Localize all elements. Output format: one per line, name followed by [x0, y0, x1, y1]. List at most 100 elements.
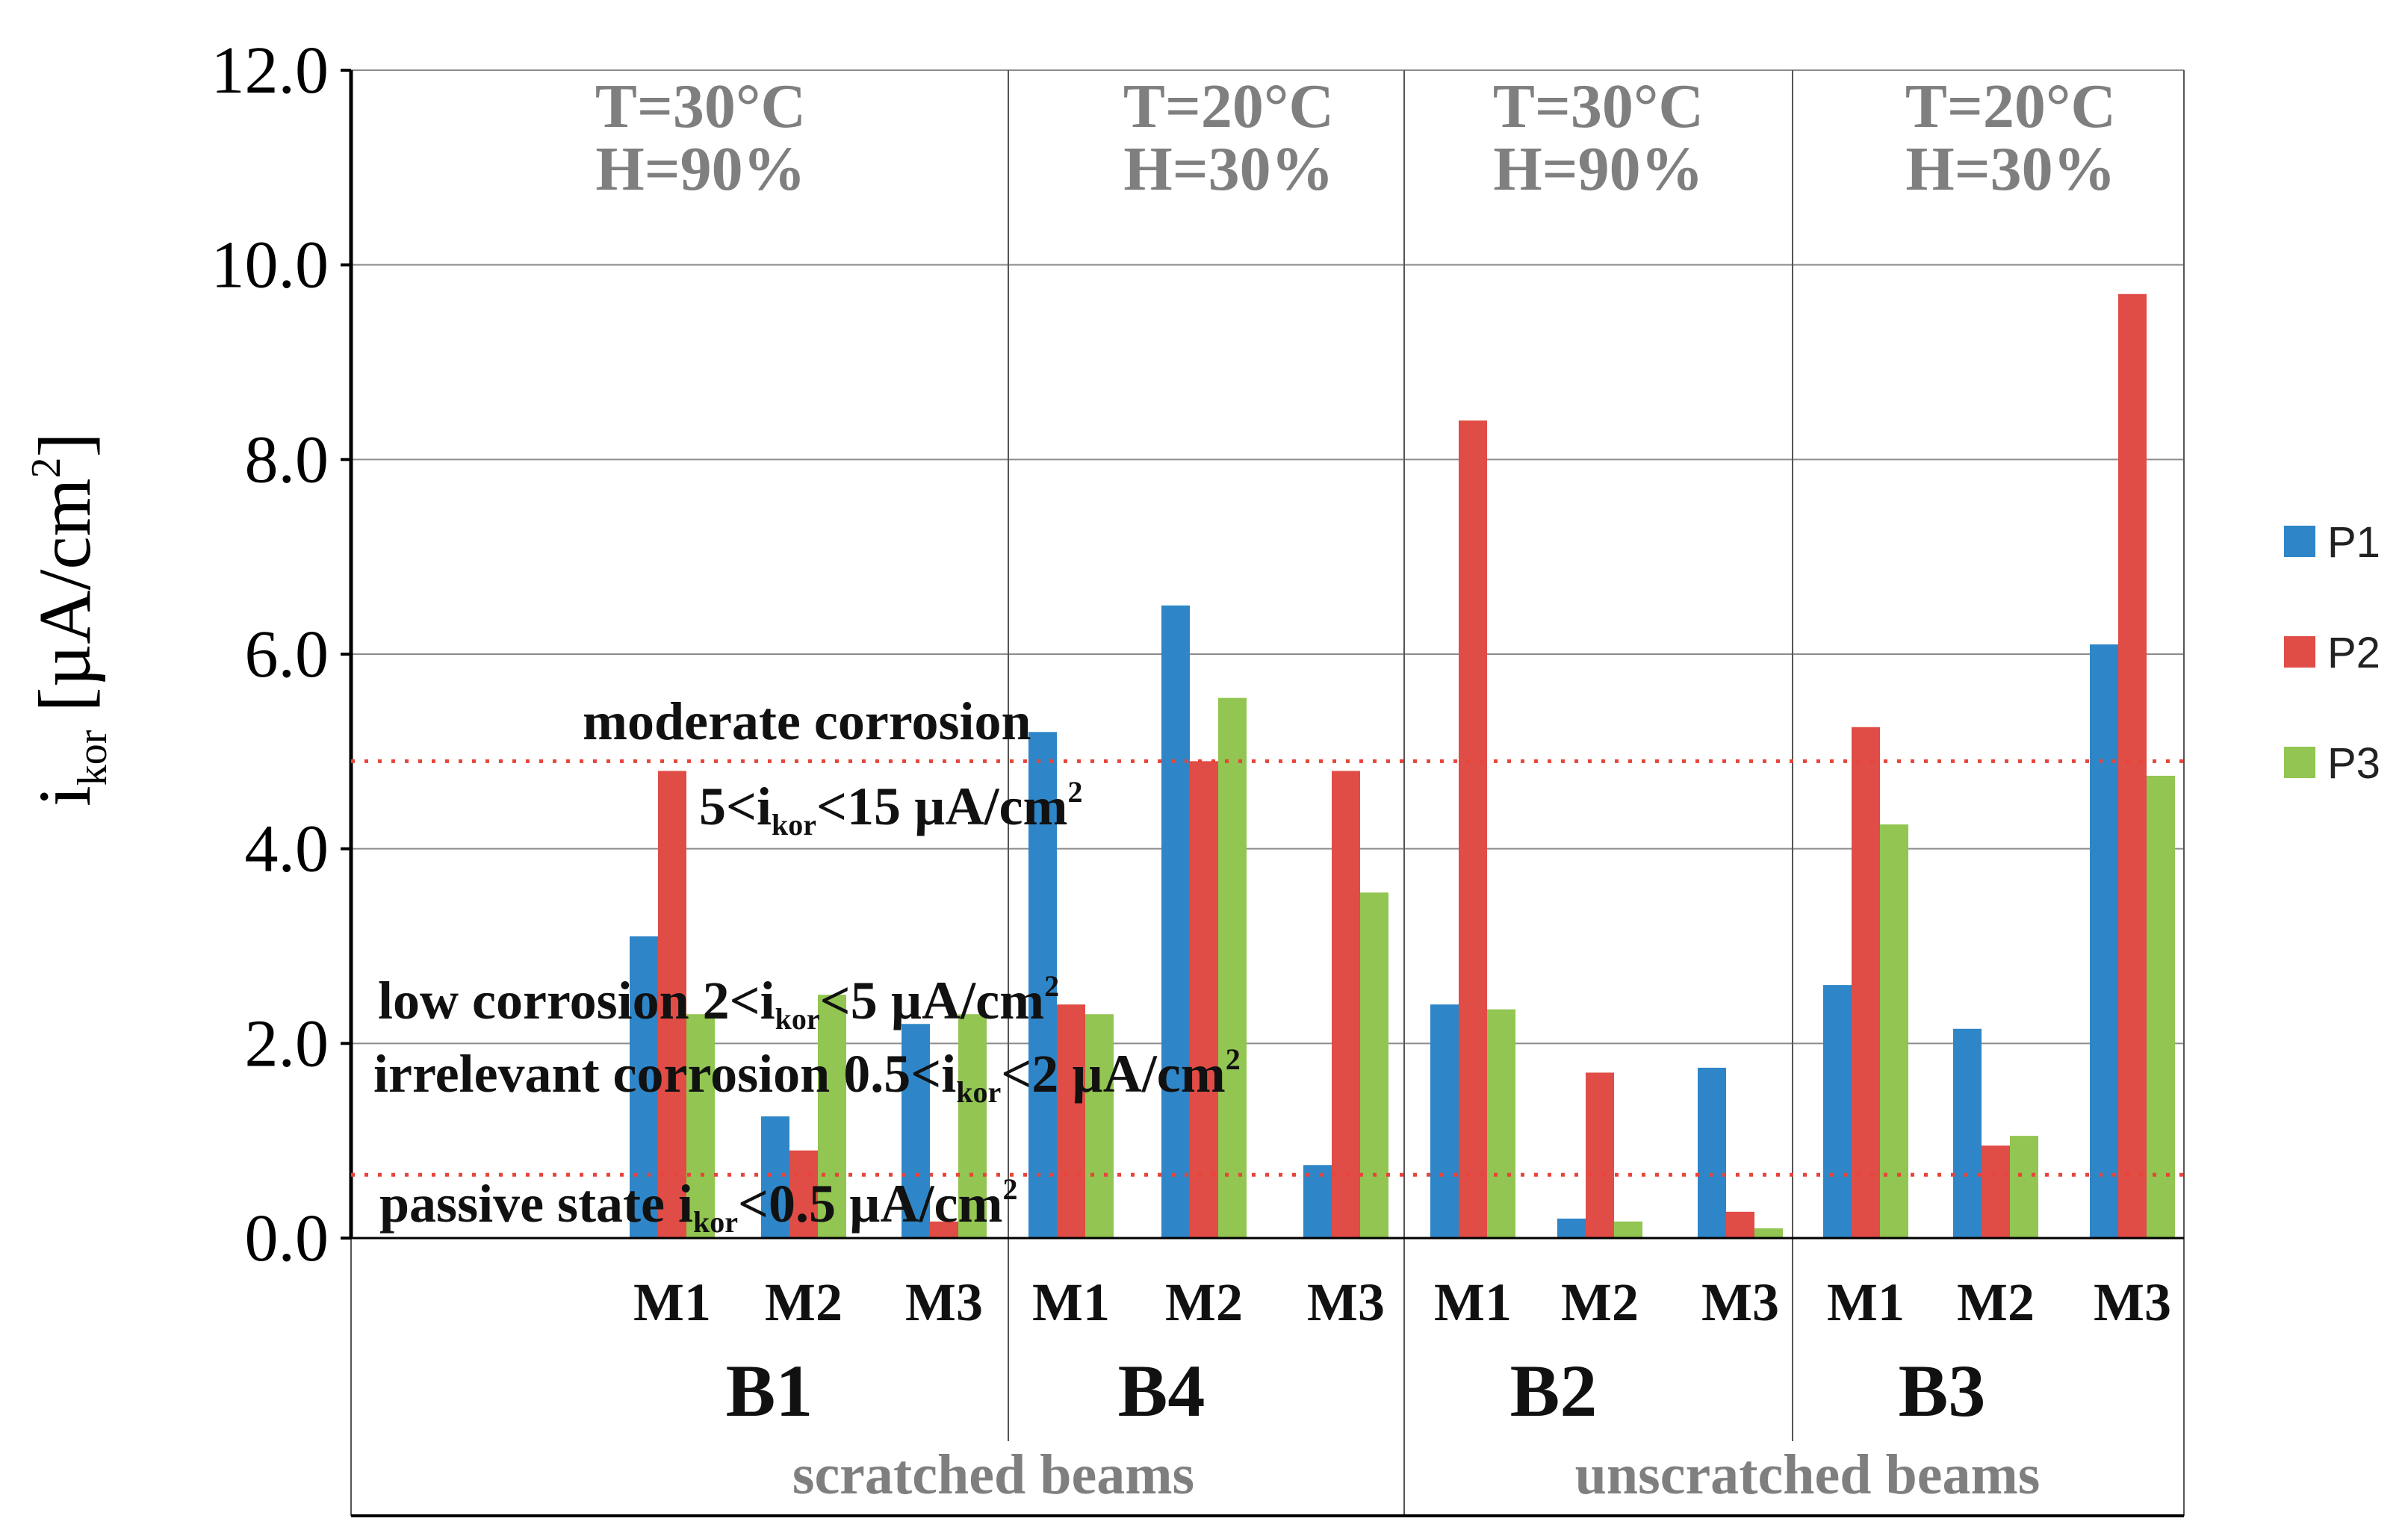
bar-b1-m1-p3 [686, 1014, 715, 1238]
beam-label: B2 [1510, 1349, 1598, 1432]
annotation-low-post: <5 µA/cm [820, 971, 1044, 1030]
bar-b2-m2-p3 [1614, 1221, 1642, 1238]
bar-b4-m3-p1 [1303, 1165, 1332, 1238]
y-axis-title-sub: kor [69, 730, 116, 786]
y-axis-title-unit: [µA/cm [23, 478, 106, 712]
beam-label: B3 [1899, 1349, 1986, 1432]
annotation-irrelevant-sup: 2 [1226, 1042, 1241, 1076]
annotation-low-sub: kor [775, 1002, 820, 1036]
condition-temperature: T=20°C [1905, 72, 2116, 141]
y-tick-label: 8.0 [245, 423, 329, 497]
bar-b3-m1-p2 [1852, 727, 1880, 1238]
annotation-moderate: moderate corrosion [583, 691, 1031, 751]
annotation-moderate-range-sup: 2 [1067, 775, 1082, 809]
legend-swatch-p3 [2284, 747, 2315, 778]
condition-humidity: H=90% [1493, 134, 1703, 204]
annotation-moderate-range: 5<ikor<15 µA/cm2 [699, 775, 1082, 842]
bar-b4-m2-p2 [1190, 761, 1218, 1238]
bar-b2-m1-p1 [1430, 1004, 1459, 1238]
annotation-passive-pre: passive state i [379, 1174, 693, 1234]
condition-temperature: T=30°C [1493, 72, 1704, 141]
annotation-irrelevant-pre: irrelevant corrosion 0.5<i [373, 1044, 956, 1104]
legend-label-p3: P3 [2327, 739, 2380, 788]
beam-label: B1 [726, 1349, 813, 1432]
condition-temperature: T=20°C [1123, 72, 1334, 141]
bar-b1-m1-p1 [630, 936, 658, 1238]
bar-b3-m3-p3 [2147, 775, 2175, 1238]
bar-b4-m1-p2 [1057, 1004, 1085, 1238]
y-tick-label: 4.0 [245, 812, 329, 886]
annotation-irrelevant-sub: kor [956, 1075, 1001, 1109]
y-tick-label: 6.0 [245, 618, 329, 691]
text-layer: 0.02.04.06.08.010.012.0M1 M2 M3T=30°CH=90%… [211, 34, 2171, 1506]
y-tick-label: 2.0 [245, 1007, 329, 1081]
bar-b2-m3-p2 [1726, 1211, 1754, 1238]
annotation-moderate-range-pre: 5<i [699, 777, 772, 836]
y-tick-label: 12.0 [211, 34, 329, 108]
condition-humidity: H=90% [595, 134, 805, 204]
y-axis-title: ikor [µA/cm2] [23, 432, 116, 806]
bar-b1-m2-p2 [789, 1150, 818, 1238]
x-category-label: M1 [1827, 1272, 1905, 1332]
bar-b1-m3-p1 [902, 1024, 930, 1238]
annotation-moderate-range-sub: kor [772, 808, 816, 842]
bar-b4-m1-p3 [1085, 1014, 1114, 1238]
bar-b3-m3-p1 [2090, 644, 2118, 1238]
bar-b4-m1-p1 [1028, 732, 1057, 1238]
bar-b3-m2-p1 [1953, 1028, 1982, 1238]
bar-b4-m3-p3 [1360, 892, 1388, 1238]
bar-b1-m3-p2 [930, 1221, 958, 1238]
bar-b4-m2-p3 [1218, 697, 1247, 1238]
annotation-low: low corrosion 2<ikor<5 µA/cm2 [378, 969, 1059, 1036]
bar-b2-m3-p1 [1698, 1067, 1726, 1238]
condition-temperature: T=30°C [595, 72, 806, 141]
x-category-label: M3 [1307, 1272, 1385, 1332]
bar-b1-m2-p1 [761, 1116, 789, 1238]
annotation-passive-sub: kor [693, 1205, 738, 1239]
legend-swatch-p1 [2284, 526, 2315, 557]
annotation-irrelevant-post: <2 µA/cm [1001, 1044, 1225, 1104]
bar-b2-m1-p3 [1487, 1009, 1515, 1238]
condition-humidity: H=30% [1905, 134, 2115, 204]
threshold-layer [351, 759, 2184, 1177]
beam-label: B4 [1118, 1349, 1205, 1432]
x-category-label: M2 [765, 1272, 843, 1332]
legend-swatch-p2 [2284, 636, 2315, 668]
x-category-label: M2 [1561, 1272, 1639, 1332]
grid-layer [351, 69, 2184, 1045]
annotation-irrelevant: irrelevant corrosion 0.5<ikor<2 µA/cm2 [373, 1042, 1241, 1109]
bar-b2-m2-p1 [1557, 1218, 1586, 1238]
group-label-scratched: scratched beams [792, 1443, 1194, 1506]
y-axis-title-close: ] [23, 432, 106, 457]
annotation-low-sup: 2 [1044, 969, 1059, 1003]
x-category-label: M1 [633, 1272, 711, 1332]
axis-layer [341, 69, 2184, 1240]
legend-label-p2: P2 [2327, 629, 2380, 677]
bar-b4-m3-p2 [1332, 771, 1360, 1238]
annotation-low-pre: low corrosion 2<i [378, 971, 775, 1030]
annotation-passive: passive state ikor<0.5 µA/cm2 [379, 1172, 1017, 1239]
bar-b2-m1-p2 [1459, 420, 1487, 1239]
x-category-label: M2 [1957, 1272, 2035, 1332]
bar-b4-m2-p1 [1161, 605, 1190, 1238]
bar-b3-m3-p2 [2118, 293, 2147, 1239]
x-category-label: M3 [905, 1272, 983, 1332]
y-axis-title-sup: 2 [23, 457, 69, 478]
bar-b2-m2-p2 [1586, 1072, 1614, 1238]
x-category-label: M1 [1032, 1272, 1110, 1332]
bar-b3-m2-p3 [2010, 1136, 2038, 1238]
legend-label-p1: P1 [2327, 518, 2380, 567]
bar-b3-m1-p3 [1880, 824, 1908, 1238]
x-category-label: M3 [1701, 1272, 1779, 1332]
group-label-unscratched: unscratched beams [1575, 1443, 2041, 1506]
bar-b1-m3-p3 [958, 1014, 987, 1238]
annotation-moderate-range-post: <15 µA/cm [816, 777, 1067, 836]
y-axis-title-main: i [23, 786, 106, 806]
y-tick-label: 10.0 [211, 228, 329, 302]
bar-b2-m3-p3 [1754, 1228, 1783, 1238]
condition-humidity: H=30% [1123, 134, 1333, 204]
bar-b3-m2-p2 [1982, 1145, 2010, 1238]
x-category-label: M2 [1165, 1272, 1243, 1332]
x-category-label: M3 [2094, 1272, 2171, 1332]
